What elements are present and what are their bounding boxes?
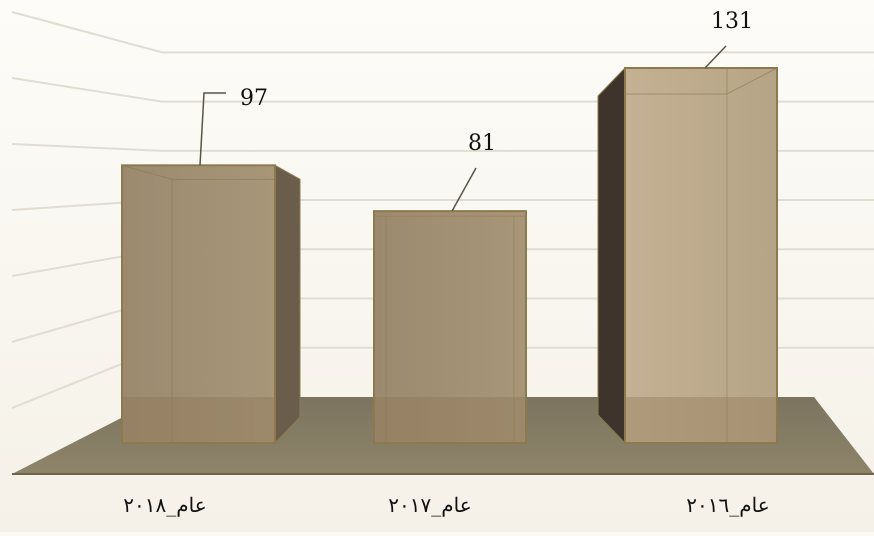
bar-side-face	[274, 164, 301, 445]
data-labels: 97 81 131	[199, 9, 753, 212]
data-label: 131	[711, 9, 753, 34]
gridline-wall	[11, 77, 163, 103]
bar-side-face	[597, 66, 626, 445]
bar-floor-shade	[626, 397, 776, 442]
data-label: 97	[240, 86, 268, 111]
category-labels: عام_٢٠١٨ عام_٢٠١٧ عام_٢٠١٦	[123, 493, 769, 517]
bar-bevel	[121, 164, 173, 180]
category-label: عام_٢٠١٨	[123, 493, 206, 517]
bars	[121, 66, 778, 445]
bar-front-face	[373, 210, 527, 444]
category-label: عام_٢٠١٧	[388, 493, 471, 517]
gridline-wall	[11, 143, 163, 152]
data-label: 81	[468, 131, 496, 156]
bar-1	[121, 164, 301, 445]
bar-floor-shade	[123, 397, 274, 442]
bar-front-face	[624, 67, 778, 444]
leader-line	[451, 167, 477, 212]
leader-line	[199, 92, 226, 166]
category-label: عام_٢٠١٦	[686, 493, 769, 517]
leader-line	[704, 45, 727, 69]
gridline-wall	[11, 11, 163, 54]
bar-floor-shade	[375, 397, 525, 442]
bar-bevel	[726, 67, 778, 95]
bar-3	[597, 66, 778, 445]
bar-front-face	[121, 164, 276, 444]
bar-2	[373, 210, 527, 444]
